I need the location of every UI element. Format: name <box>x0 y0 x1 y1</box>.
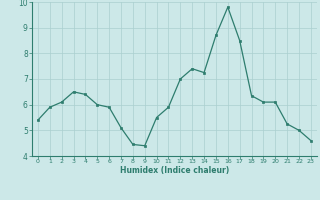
X-axis label: Humidex (Indice chaleur): Humidex (Indice chaleur) <box>120 166 229 175</box>
